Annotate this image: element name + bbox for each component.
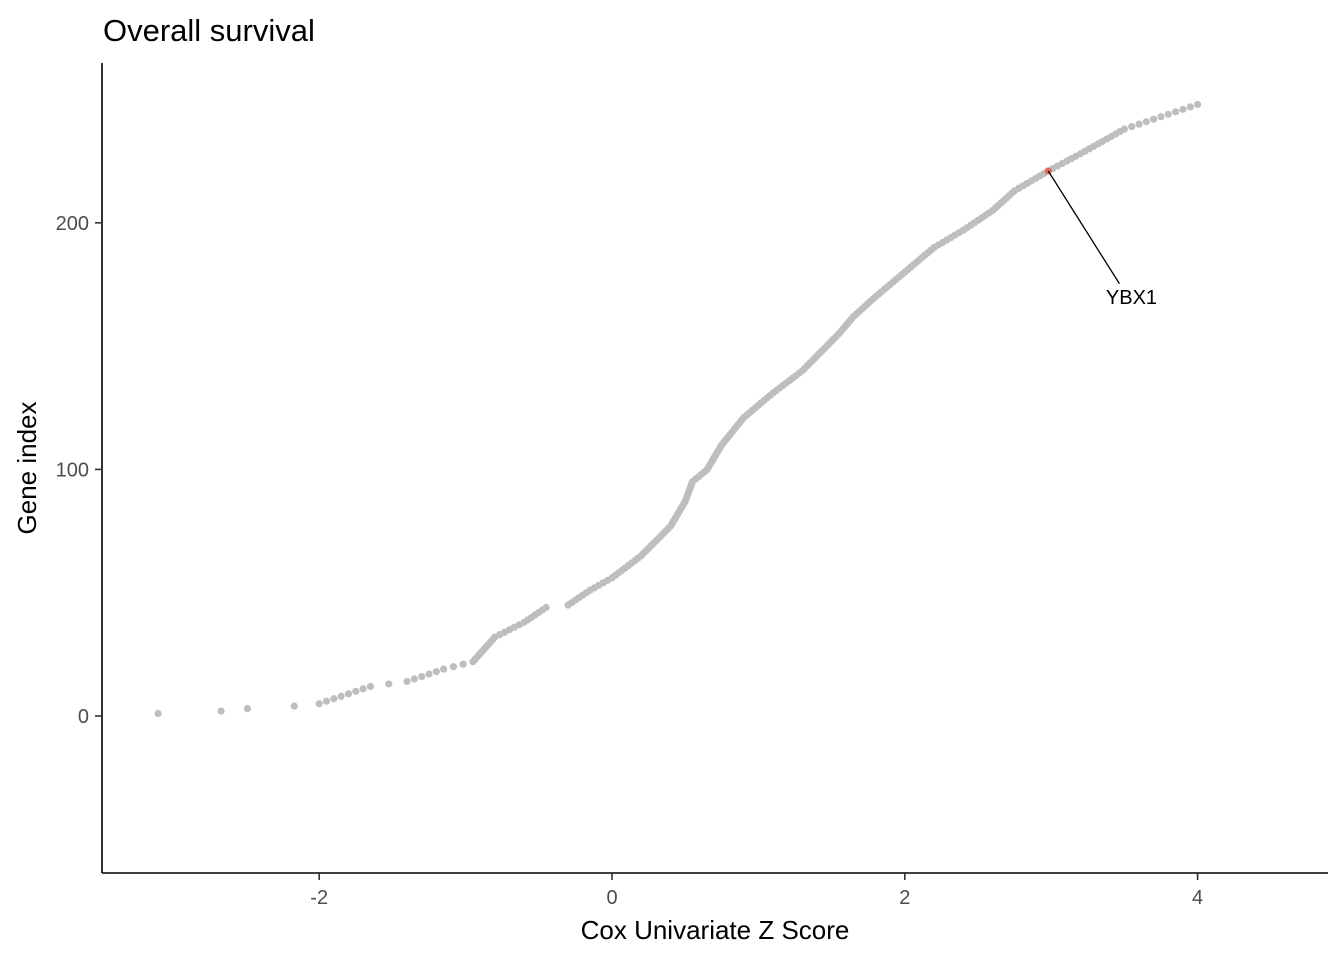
data-point [1164,110,1172,118]
data-point [290,702,298,710]
data-point [1128,123,1136,131]
data-point [432,668,440,676]
data-point [1157,113,1165,121]
data-point [1194,100,1202,109]
x-ticks: -2 0 2 4 [310,873,1203,909]
data-point [344,690,353,698]
data-point [154,709,162,718]
points-layer [154,100,1202,718]
data-point [385,680,393,688]
data-point [1120,125,1128,133]
data-point [1150,115,1158,123]
data-point [366,682,375,691]
data-point [322,697,331,705]
y-tick-label: 200 [56,213,89,235]
data-point [440,665,448,673]
data-point [449,663,457,671]
x-tick-label: 0 [606,887,617,909]
data-point [217,707,225,715]
x-axis-title: Cox Univariate Z Score [581,915,850,945]
data-point [1179,105,1187,113]
data-point [352,687,360,695]
data-point [459,660,467,668]
data-point [315,700,323,708]
data-point [337,692,345,700]
data-point [418,672,426,681]
annotation-leader-line [1047,170,1121,285]
annotation-layer: YBX1 [1044,167,1157,309]
y-tick-label: 0 [78,706,89,728]
chart-title: Overall survival [103,13,315,48]
data-point [330,695,338,703]
data-point [410,675,418,683]
data-point [542,603,550,612]
y-ticks: 0 100 200 [56,213,102,728]
data-point [1172,108,1180,116]
y-axis-title: Gene index [12,402,42,535]
data-point [1186,103,1194,111]
y-tick-label: 100 [56,459,89,481]
highlight-label: YBX1 [1106,287,1157,309]
data-point [243,705,252,713]
x-tick-label: -2 [310,887,328,909]
data-point [425,670,433,678]
data-point [359,685,367,693]
data-point [1142,118,1150,126]
x-tick-label: 2 [899,887,910,909]
data-point [403,677,411,686]
x-tick-label: 4 [1192,887,1203,909]
data-point [1135,120,1143,128]
